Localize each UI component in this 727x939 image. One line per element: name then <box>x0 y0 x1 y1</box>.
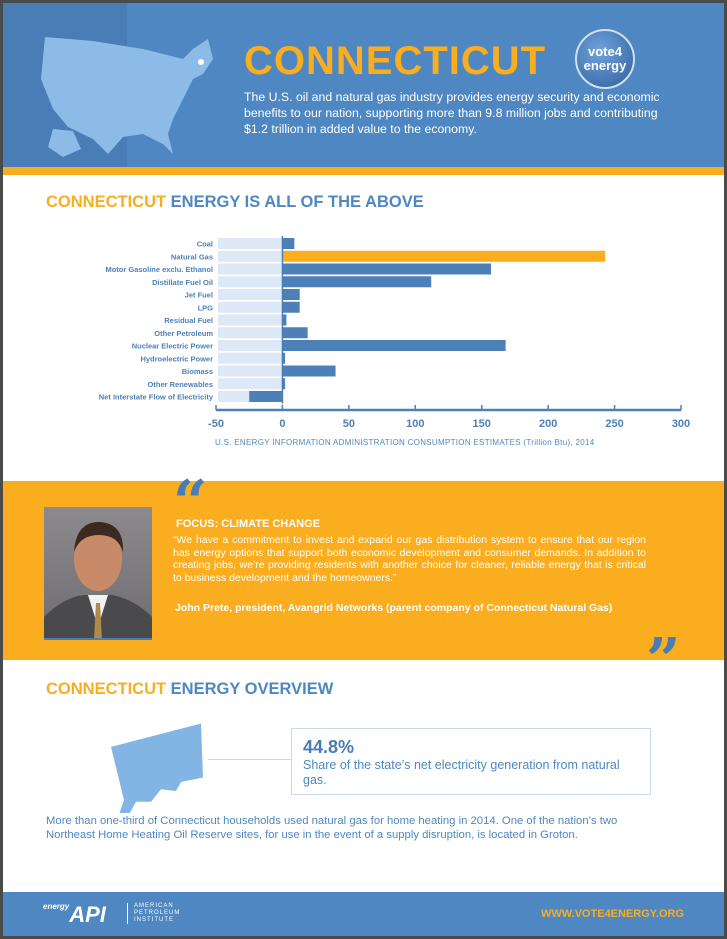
badge-bottom: energy <box>583 58 627 73</box>
section-heading-overview: CONNECTICUT ENERGY OVERVIEW <box>46 680 333 699</box>
bar-background <box>218 289 283 300</box>
bar-distillate-fuel-oil <box>282 276 432 288</box>
chart-caption: U.S. ENERGY INFORMATION ADMINISTRATION C… <box>215 438 595 447</box>
bar-background <box>218 340 283 351</box>
person-image <box>44 522 152 638</box>
x-tick-label: 300 <box>672 418 690 430</box>
heading-state: CONNECTICUT <box>46 193 167 211</box>
category-label: Coal <box>197 240 213 249</box>
badge-top: vote4 <box>588 44 622 59</box>
category-label: Jet Fuel <box>185 291 213 300</box>
stat-value: 44.8% <box>303 737 355 757</box>
page: CONNECTICUT vote4 energy The U.S. oil and… <box>3 3 724 936</box>
stat-description: Share of the state’s net electricity gen… <box>303 758 620 787</box>
org-line: AMERICAN <box>134 903 174 909</box>
heading-rest: ENERGY IS ALL OF THE ABOVE <box>170 193 424 211</box>
x-tick-label: 0 <box>279 418 285 430</box>
bar-lpg <box>282 301 300 313</box>
bar-background <box>218 365 283 377</box>
orange-stripe <box>3 167 724 175</box>
bar-background <box>218 263 283 275</box>
bar-jet-fuel <box>282 289 300 300</box>
portrait-photo <box>44 507 152 640</box>
close-quote-icon: ” <box>646 626 681 696</box>
footer: energyAPI AMERICAN PETROLEUM INSTITUTE WWW… <box>3 892 724 936</box>
quote-band: “ FOCUS: CLIMATE CHANGE “We have a commi… <box>3 473 724 691</box>
overview-text: More than one-third of Connecticut house… <box>46 815 618 841</box>
category-label: Hydroelectric Power <box>140 354 213 363</box>
category-label: Other Petroleum <box>154 329 213 338</box>
bar-biomass <box>282 365 336 377</box>
category-label: Motor Gasoline exclu. Ethanol <box>105 265 213 274</box>
heading-rest: ENERGY OVERVIEW <box>170 680 334 698</box>
bar-background <box>218 301 283 313</box>
bar-hydroelectric-power <box>282 352 286 364</box>
bar-other-petroleum <box>282 327 308 339</box>
x-tick-label: 150 <box>473 418 491 430</box>
open-quote-icon: “ <box>173 468 208 538</box>
x-tick-label: -50 <box>208 418 224 430</box>
bar-background <box>218 378 283 390</box>
energy-bar-chart: Coal Natural Gas Motor Gasoline exclu. Eth… <box>99 236 690 430</box>
bar-residual-fuel <box>282 314 287 326</box>
connecticut-map-icon <box>111 723 203 813</box>
stat-box: 44.8% Share of the state’s net electrici… <box>291 728 651 795</box>
x-tick-label: 50 <box>343 418 355 430</box>
bar-background <box>218 238 283 249</box>
bar-background <box>218 352 283 364</box>
logo-api: API <box>69 902 106 927</box>
x-tick-label: 200 <box>539 418 557 430</box>
bar-other-renewables <box>282 378 286 390</box>
connector-line <box>208 759 292 760</box>
us-map-icon <box>41 37 213 157</box>
category-label: LPG <box>198 303 214 312</box>
bar-background <box>218 314 283 326</box>
org-line: PETROLEUM <box>134 910 181 916</box>
category-label: Other Renewables <box>148 380 213 389</box>
logo-energy: energy <box>43 902 70 911</box>
category-label: Natural Gas <box>171 252 213 261</box>
website-link[interactable]: WWW.VOTE4ENERGY.ORG <box>540 908 684 920</box>
category-label: Nuclear Electric Power <box>132 342 213 351</box>
focus-label: FOCUS: CLIMATE CHANGE <box>176 518 321 530</box>
bar-background <box>218 276 283 288</box>
x-tick-label: 250 <box>605 418 623 430</box>
bar-background <box>218 327 283 339</box>
bar-coal <box>282 238 295 249</box>
bar-background <box>218 250 283 262</box>
heading-state: CONNECTICUT <box>46 680 167 698</box>
intro-text: The U.S. oil and natural gas industry pr… <box>244 90 660 136</box>
section-heading-chart: CONNECTICUT ENERGY IS ALL OF THE ABOVE <box>46 193 424 212</box>
bar-nuclear-electric-power <box>282 340 506 351</box>
org-line: INSTITUTE <box>134 917 174 923</box>
quote-text: “We have a commitment to invest and expa… <box>173 534 646 584</box>
category-label: Net Interstate Flow of Electricity <box>99 393 214 402</box>
bar-motor-gasoline-exclu-ethanol <box>282 263 492 275</box>
quote-attribution: John Prete, president, Avangrid Networks… <box>175 602 613 614</box>
category-label: Distillate Fuel Oil <box>152 278 213 287</box>
category-label: Residual Fuel <box>164 316 213 325</box>
page-title: CONNECTICUT <box>244 39 547 83</box>
bar-net-interstate-flow-of-electricity <box>249 391 283 402</box>
header: CONNECTICUT vote4 energy The U.S. oil and… <box>3 3 724 167</box>
vote4energy-logo: vote4 energy <box>575 29 635 89</box>
api-logo: energyAPI <box>43 902 106 928</box>
x-tick-label: 100 <box>406 418 424 430</box>
bar-natural-gas <box>282 250 606 262</box>
category-label: Biomass <box>182 367 213 376</box>
org-name: AMERICAN PETROLEUM INSTITUTE <box>127 903 180 924</box>
